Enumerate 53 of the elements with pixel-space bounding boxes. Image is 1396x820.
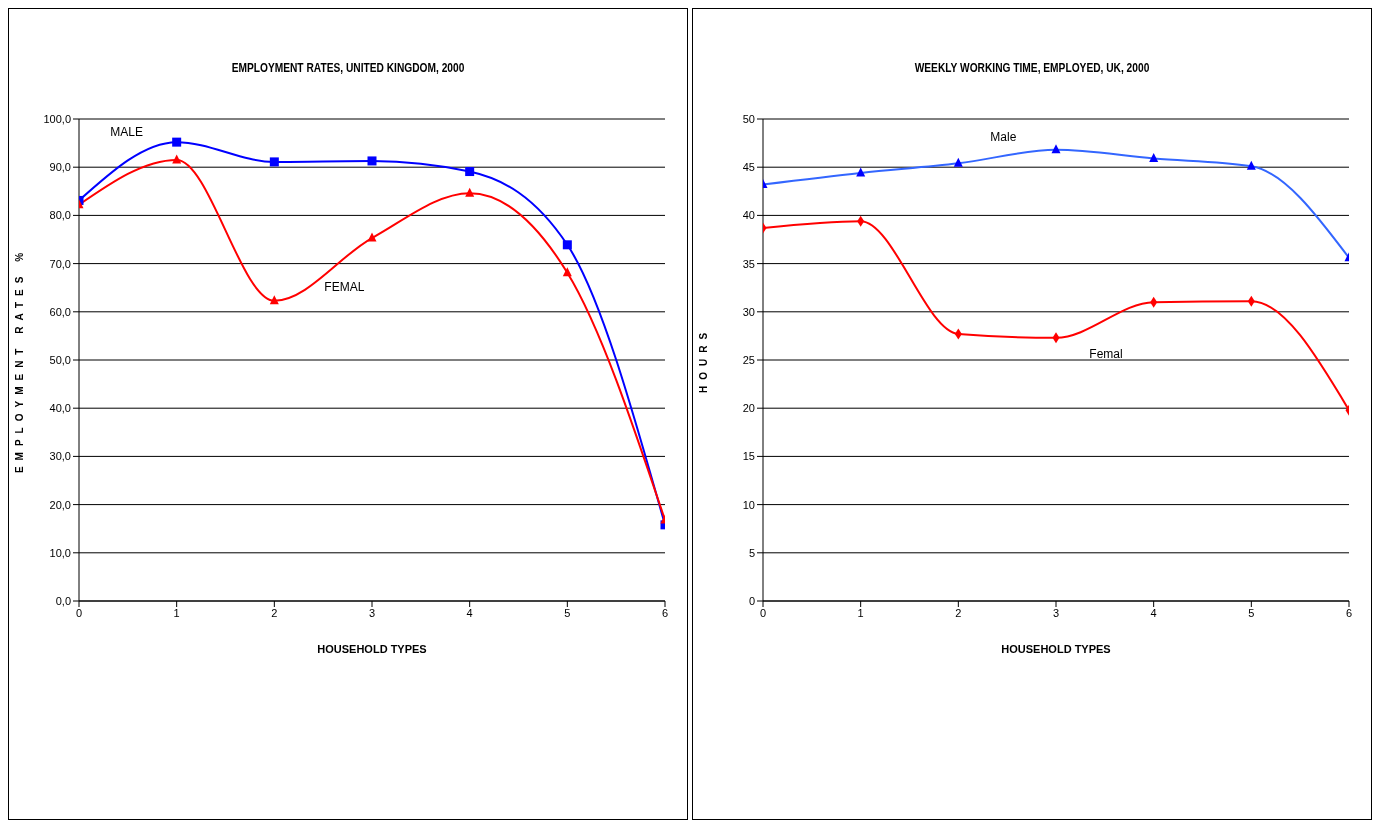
point [562, 240, 572, 250]
point [465, 187, 475, 197]
y-tick-label: 100,0 [43, 112, 71, 125]
y-tick-label: 0,0 [55, 594, 71, 607]
series-label: FEMAL [324, 279, 365, 294]
x-tick-label: 5 [1248, 606, 1255, 619]
x-axis-title: HOUSEHOLD TYPES [1001, 643, 1111, 655]
y-tick-label: 30 [742, 305, 755, 318]
y-tick-label: 40,0 [49, 402, 71, 415]
y-tick-label: 90,0 [49, 161, 71, 174]
series-label: Femal [1089, 346, 1123, 361]
x-tick-label: 2 [271, 606, 278, 619]
y-tick-label: 35 [742, 257, 755, 270]
y-tick-label: 10 [742, 498, 755, 511]
x-tick-label: 4 [1150, 606, 1157, 619]
x-tick-label: 1 [173, 606, 180, 619]
y-axis-title: EMPLOYMENT RATES % [13, 246, 25, 474]
point [269, 157, 279, 167]
chart-title: EMPLOYMENT RATES, UNITED KINGDOM, 2000 [230, 61, 466, 75]
point [367, 232, 377, 242]
point [172, 137, 182, 147]
y-tick-label: 5 [748, 546, 755, 559]
x-tick-label: 0 [759, 606, 767, 619]
y-tick-label: 25 [742, 353, 755, 366]
x-axis-title: HOUSEHOLD TYPES [317, 643, 427, 655]
y-tick-label: 20 [742, 402, 755, 415]
point [465, 167, 475, 177]
x-tick-label: 3 [368, 606, 376, 619]
y-tick-label: 50,0 [49, 353, 71, 366]
y-tick-label: 80,0 [49, 209, 71, 222]
x-tick-label: 6 [661, 606, 669, 619]
x-tick-label: 3 [1052, 606, 1060, 619]
series-label: Male [990, 130, 1017, 145]
y-axis-title: HOURS [697, 326, 709, 394]
x-tick-label: 4 [466, 606, 473, 619]
series-label: MALE [110, 125, 144, 140]
y-tick-label: 15 [742, 450, 755, 463]
y-tick-label: 40 [742, 209, 755, 222]
x-tick-label: 5 [564, 606, 571, 619]
x-tick-label: 1 [857, 606, 864, 619]
y-tick-label: 20,0 [49, 498, 71, 511]
y-tick-label: 50 [742, 112, 755, 125]
y-tick-label: 60,0 [49, 305, 71, 318]
point [367, 156, 377, 166]
x-tick-label: 2 [955, 606, 962, 619]
x-tick-label: 6 [1345, 606, 1353, 619]
chart-title: WEEKLY WORKING TIME, EMPLOYED, UK, 2000 [913, 61, 1151, 75]
y-tick-label: 10,0 [49, 546, 71, 559]
y-tick-label: 45 [742, 161, 755, 174]
x-tick-label: 0 [75, 606, 83, 619]
y-tick-label: 70,0 [49, 257, 71, 270]
y-tick-label: 0 [748, 594, 755, 607]
y-tick-label: 30,0 [49, 450, 71, 463]
